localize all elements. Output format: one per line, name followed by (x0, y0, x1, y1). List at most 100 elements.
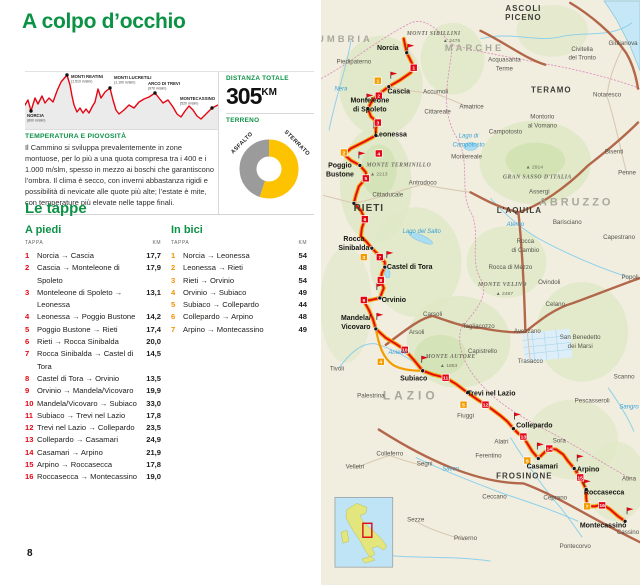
map-label-piedipaterno: Piedipaterno (337, 59, 372, 66)
stage-route: Monteleone di Spoleto → Leonessa (37, 287, 123, 310)
stage-number: 14 (25, 447, 34, 457)
walk-stage-marker-2: 2 (374, 91, 383, 100)
stage-km: 13,1 (146, 287, 161, 297)
stage-route: Casamari → Arpino (37, 447, 103, 457)
map-label-cassino: Cassino (617, 529, 640, 536)
map-label-teramo: TERAMO (531, 86, 572, 95)
map-label-nera: Nera (334, 87, 348, 93)
stage-row: 4 Orvinio → Subiaco 49 (171, 287, 307, 299)
svg-text:11: 11 (443, 376, 448, 382)
stage-route: Rieti → Rocca Sinibalda (37, 337, 119, 347)
bike-stage-marker-4: 4 (376, 357, 385, 366)
cycling-stages-table: In bici TAPPA KM 1 Norcia → Leonessa 54 2 Le… (171, 224, 307, 484)
stage-number: 6 (171, 312, 176, 322)
elevation-peak-dot (65, 73, 69, 77)
map-label-ceprano: Ceprano (543, 494, 567, 501)
distance-label: DISTANZA TOTALE (226, 75, 289, 82)
map-label-tagliacozzo: Tagliacozzo (462, 323, 495, 330)
stage-number: 7 (25, 349, 30, 359)
stage-row: 11 Subiaco → Trevi nel Lazio 17,8 (25, 410, 161, 422)
stage-number: 1 (171, 251, 176, 260)
svg-text:8: 8 (379, 278, 382, 284)
walk-stage-marker-5: 5 (361, 174, 370, 183)
map-label-montereale: Montereale (451, 153, 482, 160)
map-label-monte-terminillo: MONTE TERMINILLO (365, 162, 431, 168)
map-label-alatri: Alatri (494, 439, 508, 446)
walk-stage-marker-6: 6 (360, 215, 369, 224)
svg-text:12: 12 (483, 403, 489, 409)
svg-text:2: 2 (343, 150, 346, 156)
stage-route: Subiaco → Collepardo (183, 300, 259, 310)
fucino-plain (522, 328, 573, 363)
map-label-montecassino: Montecassino (580, 522, 626, 529)
stage-km: 49 (298, 324, 307, 334)
distance-unit: KM (261, 87, 277, 98)
map-label-abruzzo: ABRUZZO (539, 196, 613, 208)
map-label-acquasanta-terme: Acquasanta Terme (488, 57, 521, 73)
svg-text:6: 6 (526, 458, 529, 464)
stage-km: 20,0 (146, 337, 161, 347)
bike-stage-marker-6: 6 (523, 456, 532, 465)
map-label-frosinone: FROSINONE (496, 471, 552, 480)
page-title: A colpo d’occhio (22, 10, 186, 33)
walk-stage-marker-13: 13 (519, 432, 528, 441)
map-label--2476: ▲ 2476 (443, 38, 461, 44)
stage-km: 44 (298, 300, 307, 310)
bike-stage-marker-7: 7 (583, 502, 592, 511)
map-label-barisciano: Barisciano (553, 219, 582, 226)
stage-row: 3 Rieti → Orvinio 54 (171, 275, 307, 287)
stage-route: Norcia → Cascia (37, 251, 94, 260)
stage-row: 7 Arpino → Montecassino 49 (171, 324, 307, 336)
elevation-peak-label: NORCIA (600 m/slm) (27, 113, 45, 123)
table-column-headers: TAPPA KM (25, 240, 161, 248)
stage-number: 1 (25, 251, 30, 260)
stage-route: Rocca Sinibalda → Castel di Tora (37, 349, 134, 371)
map-label-orvinio: Orvinio (382, 297, 406, 304)
walking-stages-table: A piedi TAPPA KM 1 Norcia → Cascia 17,7 2 Ca… (25, 224, 161, 484)
map-label-roccasecca: Roccasecca (584, 489, 624, 496)
map-label-monti-sibillini: MONTI SIBILLINI (406, 31, 461, 37)
stage-km: 48 (298, 263, 307, 273)
stage-route: Leonessa → Poggio Bustone (37, 312, 136, 322)
cycling-table-heading: In bici (171, 224, 203, 236)
map-label-tivoli: Tivoli (330, 366, 344, 373)
map-label-sora: Sora (553, 438, 567, 445)
route-map: 1 2 3 4 5 6 7 8 9 10 11 12 13 14 15 16 1 2 3 4 5 6 7 UMBRIA MAR… (321, 0, 640, 585)
bike-stage-marker-5: 5 (459, 400, 468, 409)
stage-km: 14,5 (146, 349, 161, 359)
stage-row: 4 Leonessa → Poggio Bustone 14,2 (25, 311, 161, 323)
svg-text:5: 5 (462, 403, 465, 409)
map-label-accumoli: Accumoli (423, 89, 448, 96)
stage-row: 7 Rocca Sinibalda → Castel di Tora 14,5 (25, 348, 161, 373)
walk-stage-marker-9: 9 (359, 296, 368, 304)
stage-row: 3 Monteleone di Spoleto → Leonessa 13,1 (25, 287, 161, 312)
terrain-donut-chart: ASFALTO STERRATO (226, 125, 314, 212)
stage-route: Rieti → Orvinio (183, 275, 235, 285)
stage-km: 54 (298, 275, 307, 285)
map-label-arsoli: Arsoli (409, 329, 424, 336)
stage-row: 16 Roccasecca → Montecassino 19,0 (25, 471, 161, 483)
walk-stage-marker-8: 8 (376, 276, 385, 284)
map-label-castel-di-tora: Castel di Tora (387, 264, 433, 271)
map-label-gran-sasso-d-italia: GRAN SASSO D'ITALIA (503, 174, 572, 180)
map-label-lago-del-salto: Lago del Salto (403, 229, 442, 235)
map-label-monte-velino: MONTE VELINO (477, 282, 527, 288)
stage-km: 19,0 (146, 472, 161, 482)
map-label-lazio: LAZIO (383, 389, 439, 403)
terrain-label: TERRENO (226, 117, 260, 124)
map-label-leonessa: Leonessa (375, 131, 407, 138)
stage-route: Arpino → Montecassino (183, 324, 264, 334)
stage-number: 4 (171, 287, 176, 297)
map-label-arpino: Arpino (577, 466, 599, 473)
svg-text:4: 4 (377, 151, 380, 157)
stage-row: 6 Collepardo → Arpino 48 (171, 311, 307, 323)
map-label-giulianova: Giulianova (608, 40, 638, 47)
stage-km: 48 (298, 312, 307, 322)
map-label-segni: Segni (417, 460, 433, 467)
map-label-trasacco: Trasacco (518, 358, 544, 365)
stage-number: 11 (25, 410, 34, 420)
map-label-amatrice: Amatrice (459, 104, 484, 111)
adriatic-sea (603, 0, 640, 71)
inset-highlight-rect (362, 522, 373, 538)
